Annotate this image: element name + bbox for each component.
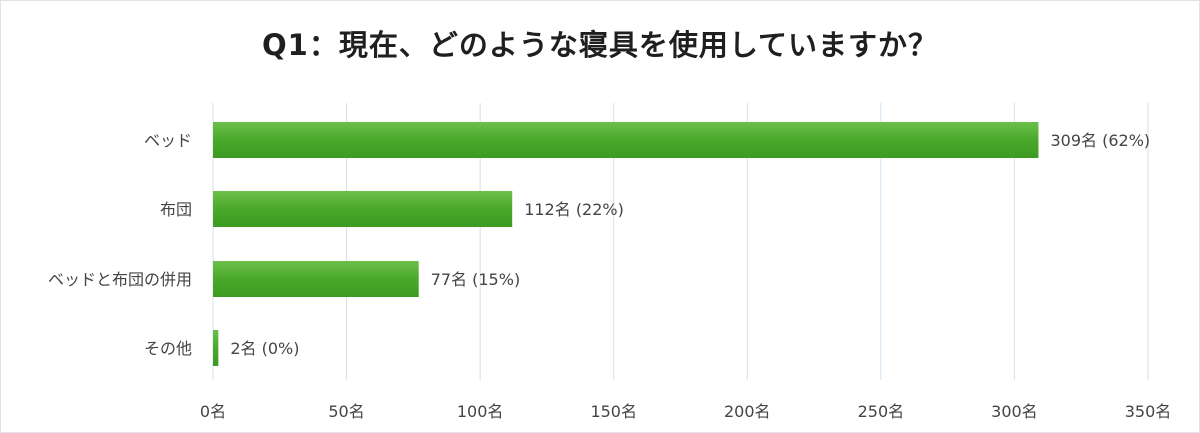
category-label-3: その他 [144, 339, 192, 358]
category-label-1: 布団 [160, 200, 192, 219]
chart-title: Q1：現在、どのような寝具を使用していますか？ [262, 28, 938, 62]
value-label-2: 77名 (15%) [431, 270, 521, 289]
category-label-2: ベッドと布団の併用 [48, 270, 192, 289]
x-tick-label-350: 350名 [1125, 402, 1172, 421]
x-tick-label-150: 150名 [590, 402, 637, 421]
bar-3 [213, 330, 219, 366]
x-tick-label-200: 200名 [724, 402, 771, 421]
x-tick-label-0: 0名 [200, 402, 226, 421]
x-tick-label-250: 250名 [858, 402, 905, 421]
category-label-0: ベッド [144, 131, 192, 150]
bar-1 [213, 191, 513, 227]
value-label-1: 112名 (22%) [524, 200, 624, 219]
value-label-3: 2名 (0%) [230, 339, 299, 358]
x-tick-label-100: 100名 [457, 402, 504, 421]
x-tick-label-50: 50名 [328, 402, 364, 421]
value-label-0: 309名 (62%) [1050, 131, 1150, 150]
bars [213, 122, 1039, 366]
x-tick-label-300: 300名 [991, 402, 1038, 421]
labels: 0名 50名 100名 150名 200名 250名 300名 350名 ベッド 309名 (62… [48, 131, 1171, 421]
bar-2 [213, 261, 419, 297]
bar-0 [213, 122, 1039, 158]
